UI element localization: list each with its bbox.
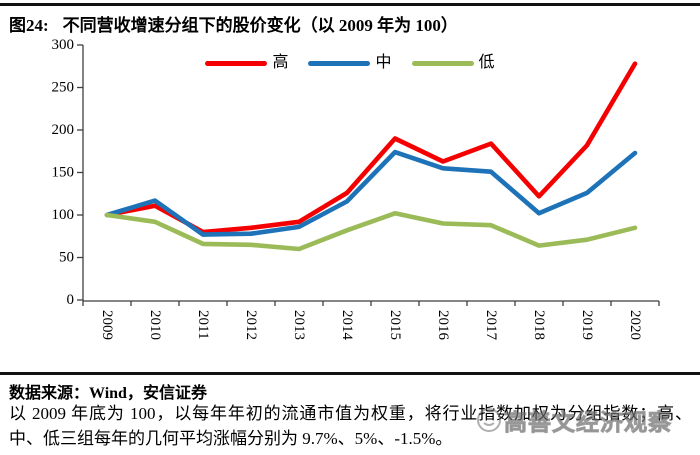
- series-line-mid: [104, 149, 638, 237]
- x-tick-label: 2020: [627, 310, 643, 340]
- legend-swatch-high: [205, 60, 268, 66]
- x-tick-label: 2010: [147, 310, 163, 340]
- legend-swatch-low: [411, 60, 474, 66]
- figure-footnote: 以 2009 年底为 100，以每年年初的流通市值为权重，将行业指数加权为分组指…: [9, 404, 692, 448]
- series-lines: [104, 61, 638, 252]
- legend-item-mid: 中: [308, 54, 392, 71]
- x-tick-label: 2016: [435, 310, 451, 341]
- x-tick-label: 2012: [243, 310, 259, 340]
- x-tick-label: 2013: [291, 310, 307, 340]
- y-tick-label: 0: [67, 292, 75, 308]
- x-tick-label: 2014: [339, 310, 355, 341]
- x-tick-label: 2018: [531, 310, 547, 340]
- y-tick-label: 300: [52, 37, 75, 53]
- y-tick-label: 50: [59, 250, 74, 266]
- legend-swatch-mid: [308, 60, 371, 66]
- legend-item-high: 高: [205, 55, 288, 71]
- x-axis: 2009 2010 2011 2012 2013 2014 2015 2016 2017 2018…: [82, 300, 660, 341]
- legend-label-high: 高: [272, 54, 289, 71]
- x-tick-label: 2015: [387, 310, 403, 340]
- data-source-line: 数据来源：Wind，安信证券: [9, 385, 207, 402]
- figure-title-text: 不同营收增速分组下的股价变化（以 2009 年为 100）: [62, 16, 458, 35]
- x-tick-label: 2019: [579, 310, 595, 340]
- x-tick-label: 2011: [195, 310, 211, 339]
- legend-label-low: 低: [478, 54, 495, 71]
- chart-legend: 高中低: [0, 55, 700, 71]
- y-tick-label: 100: [52, 207, 75, 223]
- figure-number: 图24:: [9, 16, 49, 35]
- y-tick-label: 150: [52, 165, 75, 181]
- x-tick-label: 2017: [483, 310, 499, 341]
- x-tick-label: 2009: [99, 310, 115, 340]
- chart-title: 图24: 不同营收增速分组下的股价变化（以 2009 年为 100）: [9, 11, 458, 36]
- y-axis: 0 50 100 150 200 250 300: [52, 37, 84, 308]
- series-line-low: [104, 211, 638, 252]
- legend-item-low: 低: [411, 54, 495, 71]
- top-divider: [0, 3, 700, 6]
- footer-divider: [0, 372, 700, 375]
- legend-label-mid: 中: [375, 54, 392, 71]
- y-tick-label: 200: [52, 122, 75, 138]
- y-tick-label: 250: [52, 80, 75, 96]
